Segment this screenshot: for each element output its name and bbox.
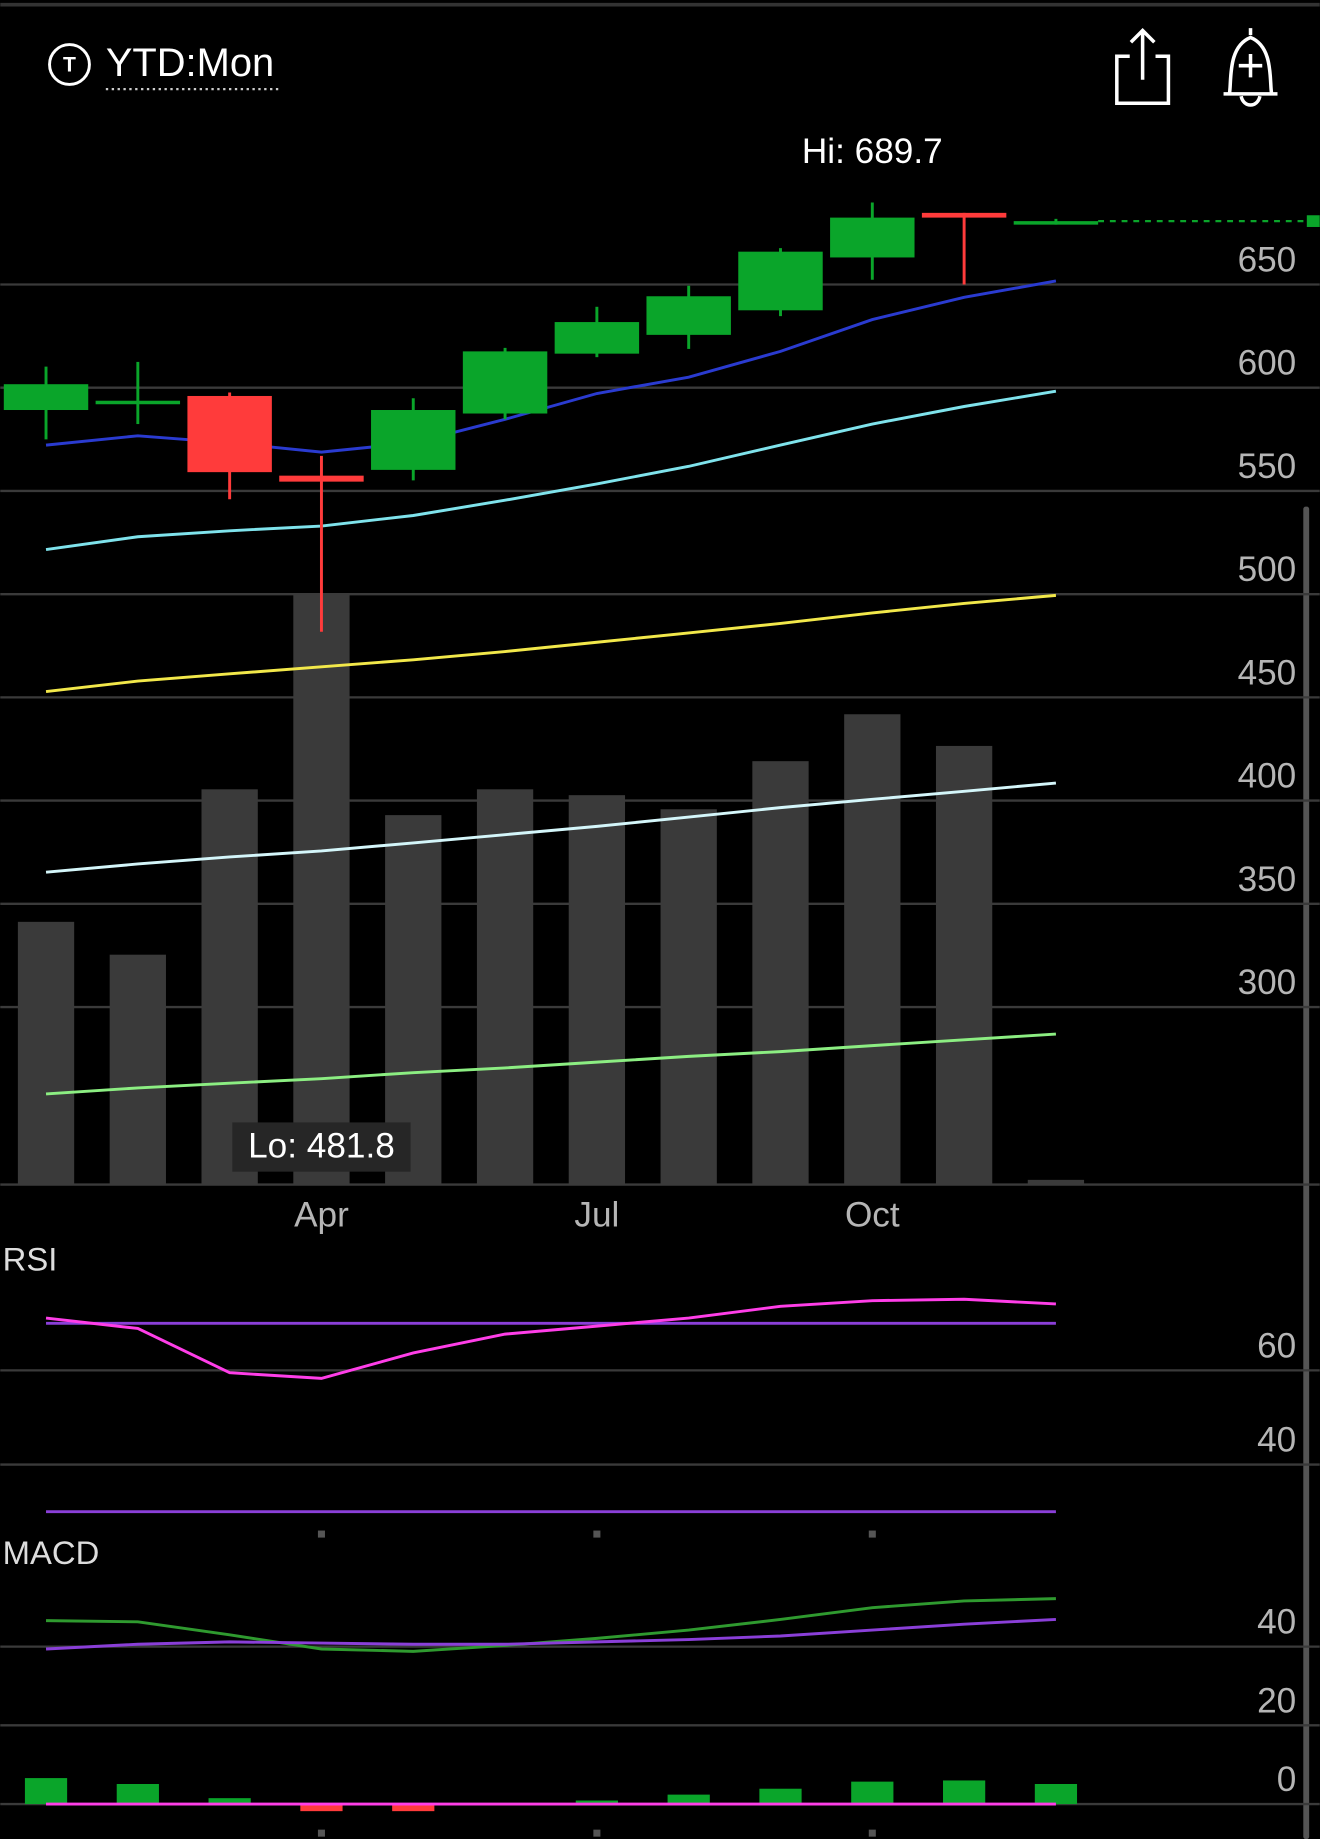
histogram-bar (116, 1783, 159, 1805)
histogram-bar (392, 1804, 435, 1812)
ticker-icon-letter: T (63, 53, 76, 76)
share-button[interactable] (1115, 28, 1171, 105)
y-tick-label: 40 (1257, 1603, 1296, 1642)
candle-body (921, 212, 1007, 218)
x-tick (593, 1530, 601, 1538)
panel-title: MACD (3, 1534, 100, 1571)
low-label: Lo: 481.8 (248, 1126, 395, 1165)
x-tick (317, 1829, 325, 1837)
histogram-bar (759, 1788, 802, 1805)
low-label-box (232, 1122, 411, 1172)
volume-bar (844, 714, 901, 1185)
moving-average-line (45, 593, 1057, 694)
y-tick-label: 600 (1238, 344, 1297, 383)
y-tick-label: 60 (1257, 1326, 1296, 1365)
range-selector[interactable]: T YTD:Mon (48, 41, 282, 91)
y-tick-label: 400 (1238, 757, 1297, 796)
bell (1223, 28, 1278, 107)
candle-body (3, 384, 89, 411)
histogram-bar (208, 1798, 251, 1805)
moving-average-line (45, 389, 1057, 552)
volume-bar (660, 809, 717, 1185)
y-tick-label: 40 (1257, 1421, 1296, 1460)
share-arrow (1129, 28, 1156, 80)
histogram-bar (667, 1794, 710, 1805)
candle-body (830, 217, 915, 258)
x-tick (317, 1530, 325, 1538)
indicator-line (45, 1297, 1056, 1380)
histogram-bar (851, 1781, 894, 1805)
macd-line (45, 1617, 1056, 1651)
volume-bar (1027, 1179, 1085, 1185)
histogram-bar (1034, 1783, 1078, 1805)
candle-body (1013, 221, 1099, 225)
candle-body (462, 351, 548, 414)
y-tick-label: 500 (1238, 550, 1297, 589)
volume-bar (293, 593, 350, 1185)
y-tick-label: 350 (1238, 860, 1297, 899)
x-tick (593, 1829, 601, 1837)
moving-average-line (45, 781, 1057, 874)
volume-bar (752, 761, 809, 1185)
candle-body (554, 322, 640, 354)
x-tick-label: Apr (294, 1196, 349, 1235)
last-price-marker (1306, 215, 1320, 227)
alert-button[interactable] (1223, 28, 1278, 107)
share-box (1115, 54, 1171, 105)
candle-body (95, 400, 181, 405)
scrollbar (1303, 506, 1310, 1839)
x-tick (868, 1530, 876, 1538)
volume-bar (568, 795, 626, 1185)
candle-body (279, 475, 364, 482)
y-tick-label: 650 (1238, 241, 1297, 280)
candle-body (371, 410, 456, 470)
histogram-bar (24, 1778, 68, 1805)
high-label: Hi: 689.7 (802, 132, 943, 171)
x-tick-label: Oct (845, 1196, 900, 1235)
x-tick-label: Jul (574, 1196, 619, 1235)
range-title[interactable]: YTD:Mon (106, 41, 274, 85)
y-tick-label: 0 (1277, 1760, 1297, 1799)
candle-body (646, 296, 731, 335)
panel-title: RSI (3, 1241, 58, 1278)
candle-body (187, 395, 272, 473)
y-tick-label: 300 (1238, 963, 1297, 1002)
bell-plus (1238, 53, 1263, 78)
histogram-bar (300, 1804, 343, 1812)
candle-body (738, 251, 823, 311)
y-tick-label: 550 (1238, 447, 1297, 486)
x-tick (868, 1829, 876, 1837)
volume-bar (109, 954, 166, 1185)
ticker-icon (48, 43, 91, 86)
y-tick-label: 20 (1257, 1681, 1296, 1720)
histogram-bar (575, 1800, 618, 1805)
volume-bar (17, 921, 75, 1185)
histogram-bar (943, 1780, 986, 1805)
moving-average-line (45, 1032, 1057, 1096)
y-tick-label: 450 (1238, 653, 1297, 692)
volume-bar (935, 745, 993, 1185)
volume-bar (476, 789, 534, 1185)
